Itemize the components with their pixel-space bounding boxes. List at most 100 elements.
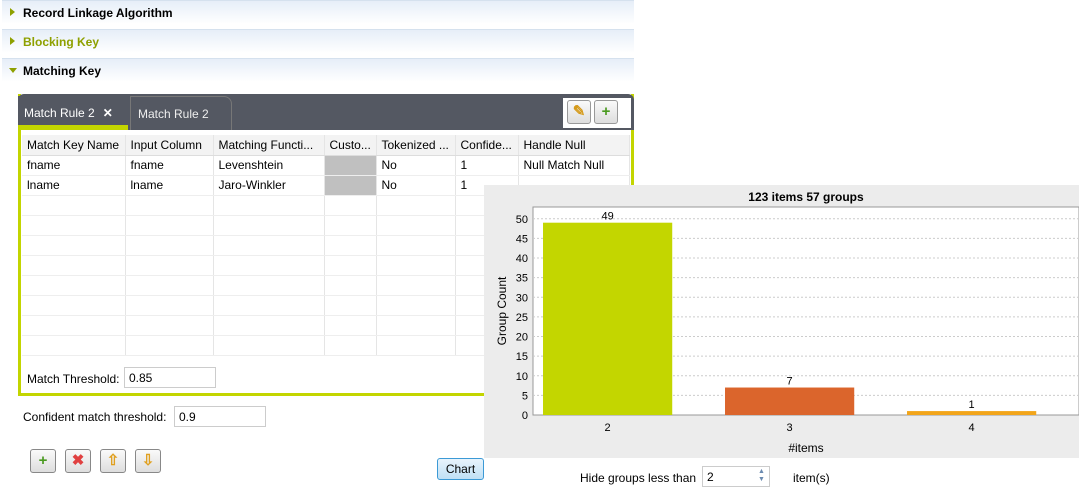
column-header[interactable]: Tokenized ... [376, 135, 456, 156]
table-cell[interactable] [324, 175, 377, 196]
table-cell[interactable] [22, 315, 126, 336]
table-cell[interactable] [213, 315, 325, 336]
tab-label: Match Rule 2 [138, 107, 209, 121]
table-cell[interactable] [22, 275, 126, 296]
table-cell[interactable]: No [376, 175, 456, 196]
close-icon[interactable]: ✕ [102, 106, 113, 120]
x-tick-label: 4 [969, 422, 975, 434]
table-cell[interactable] [125, 295, 214, 316]
x-tick-label: 3 [787, 422, 793, 434]
table-cell[interactable]: fname [22, 155, 126, 176]
column-header[interactable]: Matching Functi... [213, 135, 325, 156]
table-cell[interactable] [125, 235, 214, 256]
column-header[interactable]: Confide... [455, 135, 519, 156]
table-cell[interactable] [376, 215, 456, 236]
table-cell[interactable] [213, 275, 325, 296]
hide-groups-suffix: item(s) [793, 471, 830, 485]
tab-bar: Match Rule 2 ✕ Match Rule 2 ✎ + [18, 94, 634, 130]
table-cell[interactable]: lname [22, 175, 126, 196]
table-cell[interactable] [213, 335, 325, 356]
expand-arrow-icon [10, 8, 15, 16]
table-cell[interactable] [213, 235, 325, 256]
column-header[interactable]: Handle Null [518, 135, 630, 156]
edit-button[interactable]: ✎ [567, 100, 591, 124]
move-up-button[interactable]: ⇧ [100, 449, 126, 473]
y-tick-label: 20 [516, 332, 528, 344]
table-cell[interactable] [376, 335, 456, 356]
table-cell[interactable] [376, 235, 456, 256]
table-cell[interactable] [22, 295, 126, 316]
table-cell[interactable]: No [376, 155, 456, 176]
tab-match-rule[interactable]: Match Rule 2 [130, 96, 232, 130]
table-cell[interactable] [125, 195, 214, 216]
column-header[interactable]: Input Column [125, 135, 214, 156]
chart-button[interactable]: Chart [437, 458, 484, 480]
table-cell[interactable] [213, 255, 325, 276]
expand-arrow-icon [10, 37, 15, 45]
data-label: 49 [601, 211, 613, 223]
table-cell[interactable] [324, 235, 377, 256]
table-cell[interactable]: Jaro-Winkler [213, 175, 325, 196]
delete-button[interactable]: ✖ [65, 449, 91, 473]
y-tick-label: 30 [516, 292, 528, 304]
section-record-linkage[interactable]: Record Linkage Algorithm [2, 0, 634, 24]
chart-title: 123 items 57 groups [748, 190, 864, 204]
table-cell[interactable] [376, 195, 456, 216]
match-threshold-label: Match Threshold: [27, 372, 120, 386]
section-title: Matching Key [23, 64, 102, 78]
hide-groups-label: Hide groups less than [580, 471, 697, 485]
table-cell[interactable] [22, 255, 126, 276]
table-cell[interactable] [324, 275, 377, 296]
y-tick-label: 40 [516, 253, 528, 265]
table-cell[interactable] [324, 155, 377, 176]
table-cell[interactable]: 1 [455, 155, 519, 176]
table-cell[interactable] [376, 315, 456, 336]
table-cell[interactable]: Null Match Null [518, 155, 630, 176]
bar-2 [543, 222, 673, 415]
add-button[interactable]: + [30, 449, 56, 473]
section-blocking-key[interactable]: Blocking Key [2, 29, 634, 53]
table-cell[interactable] [376, 255, 456, 276]
table-cell[interactable] [376, 295, 456, 316]
table-cell[interactable] [125, 275, 214, 296]
bar-4 [907, 411, 1037, 415]
table-cell[interactable] [125, 215, 214, 236]
table-cell[interactable] [22, 195, 126, 216]
table-cell[interactable] [22, 215, 126, 236]
table-cell[interactable] [324, 335, 377, 356]
section-title: Record Linkage Algorithm [23, 6, 173, 20]
table-cell[interactable] [324, 295, 377, 316]
table-cell[interactable] [125, 255, 214, 276]
table-cell[interactable] [22, 235, 126, 256]
table-cell[interactable] [213, 195, 325, 216]
add-rule-button[interactable]: + [594, 100, 618, 124]
table-cell[interactable] [324, 255, 377, 276]
table-cell[interactable] [324, 215, 377, 236]
y-tick-label: 50 [516, 214, 528, 226]
table-cell[interactable]: lname [125, 175, 214, 196]
table-cell[interactable]: fname [125, 155, 214, 176]
table-cell[interactable]: Levenshtein [213, 155, 325, 176]
y-tick-label: 35 [516, 273, 528, 285]
move-down-button[interactable]: ⇩ [135, 449, 161, 473]
table-cell[interactable] [22, 335, 126, 356]
confident-threshold-input[interactable]: 0.9 [174, 406, 266, 427]
table-cell[interactable] [213, 295, 325, 316]
column-header[interactable]: Custo... [324, 135, 377, 156]
table-cell[interactable] [376, 275, 456, 296]
empty-row[interactable] [22, 315, 630, 336]
table-cell[interactable] [125, 315, 214, 336]
bar-chart: 123 items 57 groups 0 5 10 15 20 25 30 35 40 45 50 4… [495, 190, 1079, 455]
match-threshold-input[interactable]: 0.85 [124, 367, 216, 388]
table-cell[interactable] [125, 335, 214, 356]
column-header[interactable]: Match Key Name [22, 135, 126, 156]
section-matching-key[interactable]: Matching Key [2, 58, 634, 82]
hide-groups-spinner[interactable]: 2 [702, 466, 770, 487]
spinner-arrows-icon[interactable]: ▲ ▼ [758, 468, 765, 483]
y-tick-label: 5 [522, 390, 528, 402]
tab-match-rule-active[interactable]: Match Rule 2 ✕ [18, 96, 128, 130]
table-cell[interactable] [324, 315, 377, 336]
table-cell[interactable] [324, 195, 377, 216]
table-row[interactable]: fname fname Levenshtein No 1 Null Match Null [22, 155, 630, 176]
table-cell[interactable] [213, 215, 325, 236]
